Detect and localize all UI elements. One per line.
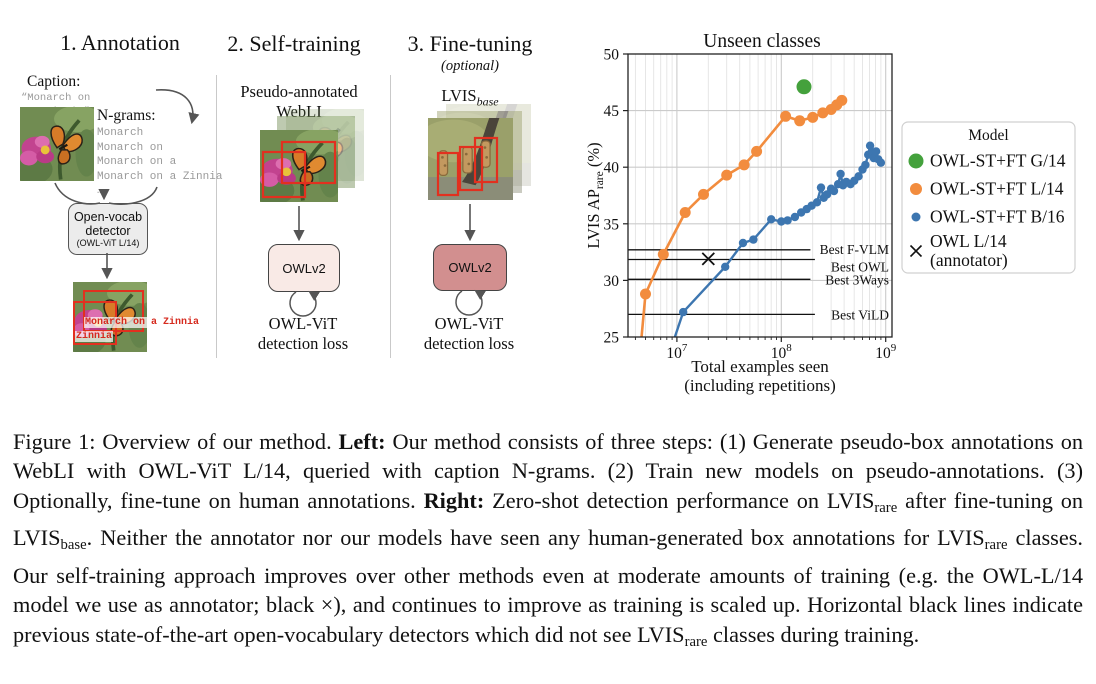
- panel2-title: 2. Self-training: [227, 31, 361, 56]
- svg-text:107: 107: [666, 342, 688, 362]
- finetune-loop-arrow: [455, 289, 486, 316]
- legend-entry-3: OWL L/14: [930, 231, 1007, 251]
- butterfly-photo: [20, 107, 94, 181]
- legend-title: Model: [968, 127, 1008, 144]
- panel-divider: [216, 75, 217, 358]
- detector-box-line3: (OWL-ViT L/14): [76, 237, 140, 248]
- y-axis-label: LVIS APrare (%): [585, 142, 606, 248]
- ngrams-label: N-grams:: [97, 107, 156, 124]
- image-merge-curve: [54, 182, 101, 205]
- baseline-label-0: Best F-VLM: [820, 242, 889, 257]
- panel1-title: 1. Annotation: [60, 30, 180, 55]
- baseline-label-2: Best 3Ways: [825, 272, 889, 287]
- svg-text:109: 109: [875, 342, 897, 362]
- legend-entry-3b: (annotator): [930, 250, 1008, 270]
- caption-label: Caption:: [27, 73, 81, 90]
- x-axis-label-1: Total examples seen: [691, 357, 829, 376]
- svg-text:30: 30: [604, 273, 620, 290]
- owlv2-box-finetune: OWLv2: [433, 244, 507, 291]
- pseudo-box-annotations: [261, 140, 337, 199]
- prediction-label-zinnia: Zinnia: [75, 331, 114, 342]
- loss-label-finetune: OWL-ViT detection loss: [423, 314, 515, 353]
- panel3-subtitle: (optional): [441, 58, 499, 74]
- detector-box-line1: Open-vocab: [73, 209, 143, 224]
- lvis-image-stack: [418, 95, 538, 205]
- detector-box-line2: detector: [85, 223, 131, 238]
- x-axis-label-2: (including repetitions): [684, 376, 836, 395]
- open-vocab-detector-box: Open-vocab detector (OWL-ViT L/14): [68, 203, 148, 255]
- svg-text:35: 35: [604, 216, 620, 233]
- legend-box: [901, 121, 1076, 274]
- panel-divider: [390, 75, 391, 358]
- caption-quote-line1: “Monarch on: [21, 92, 91, 104]
- owlv2-box-selftrain: OWLv2: [268, 244, 340, 292]
- legend-entry-1: OWL-ST+FT L/14: [930, 179, 1064, 199]
- svg-text:25: 25: [604, 330, 620, 347]
- baseline-label-1: Best OWL: [831, 260, 889, 275]
- chart-title: Unseen classes: [703, 31, 821, 52]
- panel3-title: 3. Fine-tuning: [407, 31, 533, 56]
- legend-entry-0: OWL-ST+FT G/14: [930, 151, 1066, 171]
- svg-text:40: 40: [604, 160, 620, 177]
- svg-text:50: 50: [604, 47, 620, 64]
- legend-entry-2: OWL-ST+FT B/16: [930, 207, 1065, 227]
- figure-caption: Figure 1: Overview of our method. Left: …: [13, 429, 1083, 650]
- svg-text:45: 45: [604, 103, 620, 120]
- caption-to-ngrams-arrow: [155, 89, 200, 125]
- webli-image-stack: [250, 105, 370, 205]
- selftrain-loop-arrow: [289, 290, 320, 317]
- ngrams-list: Monarch Monarch on Monarch on a Monarch …: [97, 127, 223, 198]
- box-annotations: [436, 136, 499, 197]
- prediction-label-monarch: Monarch on a Zinnia: [84, 317, 201, 328]
- baseline-label-3: Best ViLD: [831, 307, 889, 322]
- loss-label-selftrain: OWL-ViT detection loss: [257, 314, 349, 353]
